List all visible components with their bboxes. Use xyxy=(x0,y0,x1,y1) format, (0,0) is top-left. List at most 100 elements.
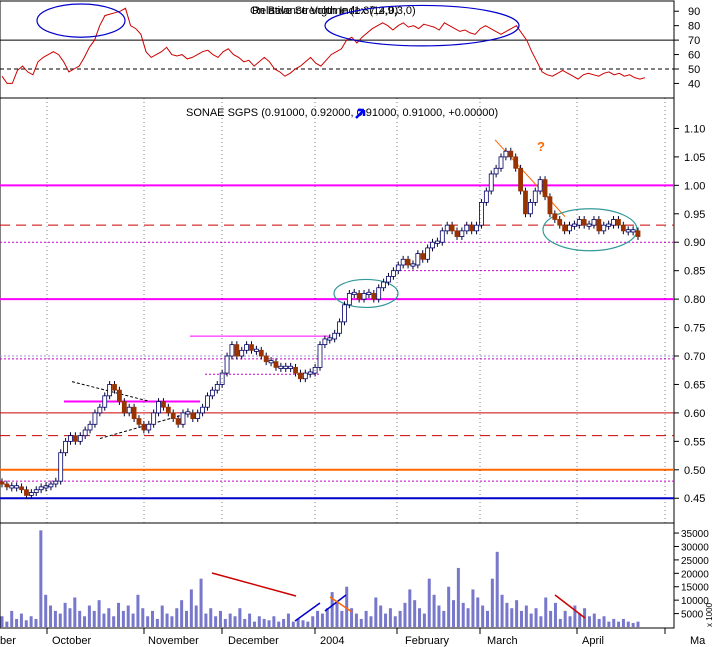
volume-bar xyxy=(58,613,62,627)
price-tick-label: 0.55 xyxy=(684,436,705,448)
candle-body xyxy=(190,412,196,419)
indicator-reference-lines xyxy=(0,39,674,70)
volume-bar xyxy=(151,610,155,627)
volume-bar xyxy=(262,618,266,627)
volume-bar xyxy=(403,602,407,627)
volume-bar xyxy=(92,610,96,627)
candle-body xyxy=(562,224,568,232)
volume-bar xyxy=(53,610,57,627)
volume-trend-line-3 xyxy=(329,596,353,613)
candle-body xyxy=(317,344,323,368)
rsi-series xyxy=(1,7,646,84)
candle-body xyxy=(82,429,88,437)
candle-body xyxy=(625,229,631,233)
volume-bar xyxy=(301,620,305,627)
candle-body xyxy=(527,202,533,215)
volume-bar xyxy=(243,618,247,627)
volume-bar xyxy=(29,616,33,627)
volume-bar xyxy=(510,608,514,627)
volume-bar xyxy=(189,589,193,627)
candle-body xyxy=(180,412,186,425)
candle-body xyxy=(420,253,426,260)
candle-body xyxy=(87,423,93,431)
candle-body xyxy=(532,190,538,203)
candle-body xyxy=(635,230,641,237)
candle-body xyxy=(488,173,494,192)
candle-body xyxy=(469,224,475,232)
candle-body xyxy=(444,224,450,232)
volume-tick-label: 5000 xyxy=(681,610,704,621)
candle-body xyxy=(229,344,235,357)
volume-bar xyxy=(602,616,606,627)
price-ellipse-1 xyxy=(333,278,399,309)
volume-bar xyxy=(359,618,363,627)
candle-body xyxy=(224,355,230,374)
x-axis: ber October November December 2004 February Ma… xyxy=(0,98,706,647)
candle-body xyxy=(435,240,440,244)
candle-body xyxy=(195,412,201,419)
volume-trend-line-1 xyxy=(294,602,321,622)
volume-bar xyxy=(24,620,28,627)
candle-body xyxy=(234,344,240,357)
volume-bar xyxy=(364,610,368,627)
candle-body xyxy=(117,389,122,402)
price-title: SONAE SGPS (0.91000, 0.92000, 0.91000, 0… xyxy=(186,107,498,119)
price-tick-label: 0.65 xyxy=(684,379,705,391)
volume-bar xyxy=(291,621,295,627)
volume-bar xyxy=(87,605,91,627)
candle-body xyxy=(244,344,250,351)
candle-body xyxy=(371,293,377,300)
price-y-axis: 0.45 0.50 0.55 0.60 0.65 0.70 0.75 0.80 0.85 0.90… xyxy=(674,123,705,505)
candle-body xyxy=(200,406,205,414)
volume-tick-label: 20000 xyxy=(681,569,709,580)
candle-body xyxy=(24,489,29,496)
x-tick-label: April xyxy=(582,635,604,647)
candle-body xyxy=(239,349,245,357)
volume-bar xyxy=(107,608,111,627)
volume-bar xyxy=(78,610,82,627)
candle-body xyxy=(464,224,470,232)
candle-body xyxy=(356,293,362,300)
volume-bar xyxy=(519,610,523,627)
volume-bar xyxy=(316,610,320,627)
volume-bar xyxy=(495,551,499,627)
volume-bar xyxy=(73,597,77,627)
candle-body xyxy=(28,492,34,496)
volume-trend-line-2 xyxy=(324,594,347,612)
volume-bar xyxy=(408,589,412,627)
indicator-y-axis: 40 50 60 70 80 90 xyxy=(674,6,700,90)
indicator-tick-label: 60 xyxy=(688,50,700,62)
volume-bar xyxy=(631,622,635,627)
candle-body xyxy=(97,406,103,414)
volume-bar xyxy=(97,600,101,627)
candle-body xyxy=(518,167,523,192)
volume-bar xyxy=(320,613,324,627)
volume-bar xyxy=(529,613,533,627)
candle-body xyxy=(454,230,460,237)
volume-bar xyxy=(568,616,572,627)
candle-body xyxy=(68,435,73,442)
candle-body xyxy=(620,224,626,232)
volume-bar xyxy=(102,613,106,627)
candle-body xyxy=(185,411,191,415)
candle-body xyxy=(48,483,54,488)
candle-body xyxy=(576,219,582,226)
candle-body xyxy=(557,219,563,226)
candle-body xyxy=(503,150,509,158)
volume-bar xyxy=(175,608,179,627)
candle-body xyxy=(547,196,553,215)
volume-bar xyxy=(267,620,271,627)
volume-bar xyxy=(248,613,252,627)
volume-bar xyxy=(83,616,87,627)
volume-bar xyxy=(500,594,504,627)
volume-bar xyxy=(573,605,577,627)
volume-bar xyxy=(558,618,562,627)
candle-body xyxy=(449,224,455,232)
indicator-tick-label: 50 xyxy=(688,64,700,76)
candle-body xyxy=(381,281,387,289)
volume-bar xyxy=(471,589,475,627)
indicator-tick-label: 40 xyxy=(688,78,700,90)
candle-body xyxy=(121,401,127,414)
volume-bar xyxy=(563,610,567,627)
volume-bar xyxy=(384,613,388,627)
